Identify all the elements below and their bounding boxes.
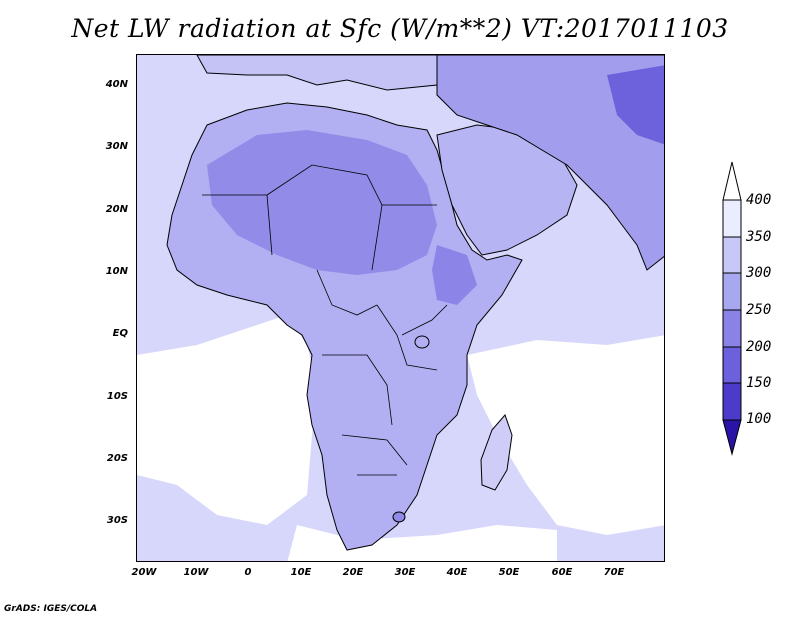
lat-label-20n: 20N bbox=[105, 204, 128, 215]
lake-victoria bbox=[414, 335, 430, 349]
lon-label-50e: 50E bbox=[498, 567, 520, 578]
colorbar-label-200: 200 bbox=[746, 339, 772, 355]
lat-label-10s: 10S bbox=[106, 391, 128, 402]
colorbar-bottom-arrow bbox=[722, 419, 742, 456]
lat-label-40n: 40N bbox=[105, 79, 128, 90]
country-borders bbox=[202, 164, 448, 476]
colorbar-bin-300 bbox=[722, 272, 742, 311]
colorbar-label-100: 100 bbox=[746, 411, 772, 427]
ocean-clear-atlantic bbox=[137, 315, 317, 525]
colorbar bbox=[722, 161, 742, 456]
colorbar-label-300: 300 bbox=[746, 265, 772, 281]
lon-label-30e: 30E bbox=[394, 567, 416, 578]
colorbar-label-150: 150 bbox=[746, 375, 772, 391]
ocean-clear-south bbox=[287, 525, 557, 561]
ocean-clear-indian bbox=[467, 335, 664, 535]
ocean-clear-west bbox=[137, 385, 192, 455]
colorbar-bin-400 bbox=[722, 199, 742, 238]
lon-label-70e: 70E bbox=[603, 567, 625, 578]
madagascar bbox=[480, 414, 513, 491]
lat-label-10n: 10N bbox=[105, 266, 128, 277]
lon-label-10e: 10E bbox=[290, 567, 312, 578]
lon-label-20w: 20W bbox=[131, 567, 157, 578]
colorbar-bin-350 bbox=[722, 236, 742, 274]
map-panel bbox=[136, 54, 665, 562]
horn-dark bbox=[432, 245, 477, 305]
asia-landmass bbox=[436, 55, 664, 271]
lesotho-region bbox=[392, 511, 406, 523]
colorbar-label-400: 400 bbox=[746, 192, 772, 208]
lat-label-30n: 30N bbox=[105, 141, 128, 152]
colorbar-bin-200 bbox=[722, 346, 742, 384]
lon-label-40e: 40E bbox=[446, 567, 468, 578]
europe-landmass bbox=[196, 55, 438, 91]
lat-label-20s: 20S bbox=[106, 453, 128, 464]
chart-title: Net LW radiation at Sfc (W/m**2) VT:2017… bbox=[71, 14, 729, 43]
lon-label-60e: 60E bbox=[551, 567, 573, 578]
colorbar-label-350: 350 bbox=[746, 229, 772, 245]
colorbar-bin-250 bbox=[722, 309, 742, 348]
lat-label-eq: EQ bbox=[112, 328, 128, 339]
map-svg bbox=[137, 55, 664, 561]
lon-label-10w: 10W bbox=[183, 567, 209, 578]
tibet-dark bbox=[607, 65, 664, 145]
lon-label-0: 0 bbox=[244, 567, 252, 578]
grads-credit: GrADS: IGES/COLA bbox=[4, 604, 98, 614]
colorbar-bin-150 bbox=[722, 382, 742, 421]
colorbar-top-arrow bbox=[722, 161, 742, 201]
lat-label-30s: 30S bbox=[106, 515, 128, 526]
sahara-dark bbox=[207, 130, 437, 275]
lon-label-20e: 20E bbox=[342, 567, 364, 578]
colorbar-label-250: 250 bbox=[746, 302, 772, 318]
